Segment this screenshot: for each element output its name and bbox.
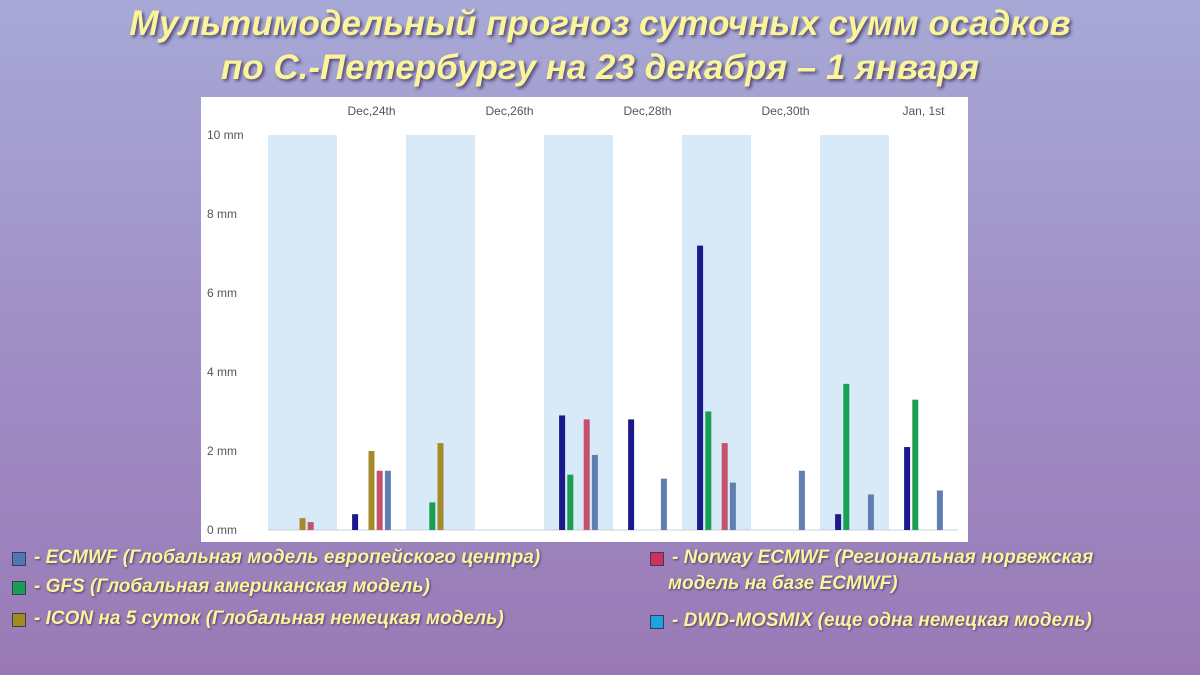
- y-tick-label: 0 mm: [207, 523, 237, 537]
- x-tick-label: Dec,24th: [347, 104, 395, 118]
- y-tick-label: 6 mm: [207, 286, 237, 300]
- bar-s4-4: [583, 419, 590, 530]
- bar-s4-1: [376, 470, 383, 530]
- y-tick-label: 2 mm: [207, 444, 237, 458]
- bar-s2-8: [843, 383, 850, 530]
- bar-s3-2: [437, 443, 444, 530]
- bar-s1-4: [559, 415, 566, 530]
- bar-s3-1: [368, 451, 375, 530]
- bar-s5-4: [591, 454, 598, 530]
- bar-s1-1: [352, 514, 359, 530]
- x-tick-label: Jan, 1st: [902, 104, 945, 118]
- legend-label-ecmwf: - ECMWF (Глобальная модель европейского …: [34, 547, 541, 568]
- chart-panel: 0 mm 2 mm 4 mm 6 mm 8 mm 10 mm Dec,24th Dec,26t…: [201, 97, 968, 542]
- legend-label-icon: - ICON на 5 суток (Глобальная немецкая м…: [34, 608, 504, 629]
- bar-s1-8: [835, 514, 842, 530]
- bar-s4-0: [307, 522, 314, 530]
- y-tick-label: 10 mm: [207, 128, 244, 142]
- title-line-1: Мультимодельный прогноз суточных сумм ос…: [129, 4, 1071, 43]
- legend-swatch-ecmwf: [12, 552, 26, 566]
- bar-s5-1: [384, 470, 391, 530]
- day-band-0: [268, 135, 337, 530]
- bar-s2-4: [567, 474, 574, 530]
- bar-s5-7: [798, 470, 805, 530]
- day-band-6: [682, 135, 751, 530]
- legend-swatch-gfs: [12, 581, 26, 595]
- bar-s5-8: [867, 494, 874, 530]
- day-band-8: [820, 135, 889, 530]
- legend-swatch-dwd: [650, 615, 664, 629]
- x-tick-label: Dec,28th: [623, 104, 671, 118]
- legend-label-dwd: - DWD-MOSMIX (еще одна немецкая модель): [672, 610, 1092, 631]
- legend-label-norway-line2: модель на базе ECMWF): [668, 573, 898, 594]
- legend-label-gfs: - GFS (Глобальная американская модель): [34, 576, 430, 597]
- day-band-4: [544, 135, 613, 530]
- legend-label-norway: - Norway ECMWF (Региональная норвежская: [672, 547, 1094, 568]
- bar-s5-6: [729, 482, 736, 530]
- bar-s2-9: [912, 399, 919, 530]
- bar-s1-6: [697, 245, 704, 530]
- bar-s1-5: [628, 419, 635, 530]
- title-line-2: по С.-Петербургу на 23 декабря – 1 январ…: [220, 48, 980, 87]
- legend-swatch-icon: [12, 613, 26, 627]
- y-tick-label: 4 mm: [207, 365, 237, 379]
- x-tick-label: Dec,30th: [761, 104, 809, 118]
- precipitation-bar-chart: 0 mm 2 mm 4 mm 6 mm 8 mm 10 mm Dec,24th Dec,26t…: [207, 104, 958, 537]
- y-tick-label: 8 mm: [207, 207, 237, 221]
- bar-s1-9: [904, 447, 911, 530]
- chart-title: Мультимодельный прогноз суточных сумм ос…: [0, 2, 1200, 90]
- bar-s2-6: [705, 411, 712, 530]
- bar-s5-5: [660, 478, 667, 530]
- bar-s5-9: [936, 490, 943, 530]
- legend-swatch-norway: [650, 552, 664, 566]
- x-tick-label: Dec,26th: [485, 104, 533, 118]
- bar-s4-6: [721, 443, 728, 530]
- bar-s3-0: [299, 518, 306, 530]
- bar-s2-2: [429, 502, 436, 530]
